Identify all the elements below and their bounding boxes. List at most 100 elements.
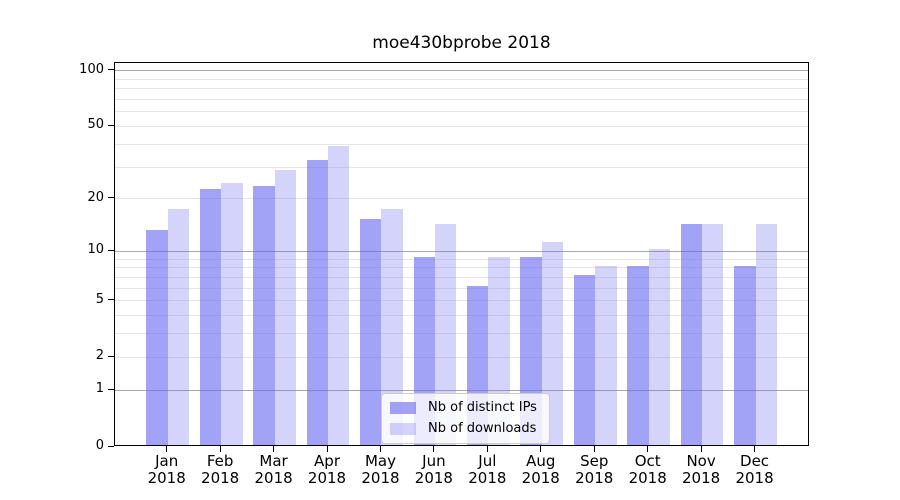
y-tick-mark-10 [108, 249, 114, 251]
legend-label-distinct-ips: Nb of distinct IPs [428, 400, 537, 415]
bar-downloads-jan [167, 209, 190, 445]
gridline-y-70 [115, 98, 808, 100]
bar-downloads-oct [648, 249, 671, 445]
x-tick-month: May [364, 452, 396, 470]
x-tick-year: 2018 [575, 469, 614, 487]
bar-downloads-mar [274, 170, 296, 445]
bar-distinct-ips-nov [680, 224, 703, 445]
y-tick-mark-0 [108, 445, 114, 447]
bar-downloads-jun [434, 224, 457, 445]
x-tick-label-jan: Jan 2018 [135, 453, 199, 487]
x-tick-month: Jun [422, 452, 446, 470]
gridline-y-3 [115, 333, 808, 335]
x-tick-label-apr: Apr 2018 [295, 453, 359, 487]
y-tick-mark-5 [108, 299, 114, 301]
y-tick-label-10: 10 [87, 242, 104, 258]
y-tick-label-5: 5 [95, 291, 104, 307]
gridline-y-100 [115, 70, 808, 72]
bar-downloads-nov [702, 224, 724, 445]
x-tick-month: Jan [155, 452, 179, 470]
y-tick-mark-100 [108, 69, 114, 71]
y-tick-label-0: 0 [95, 438, 104, 453]
x-tick-label-feb: Feb 2018 [188, 453, 252, 487]
gridline-y-6 [115, 287, 808, 289]
bar-distinct-ips-jan [146, 229, 168, 445]
plot-area: Nb of distinct IPs Nb of downloads [114, 62, 809, 446]
x-tick-year: 2018 [414, 469, 453, 487]
bar-distinct-ips-apr [306, 159, 328, 445]
x-tick-year: 2018 [307, 469, 347, 487]
x-tick-mark-jan [166, 446, 168, 452]
x-tick-label-dec: Dec 2018 [723, 453, 787, 487]
x-tick-label-may: May 2018 [348, 453, 412, 487]
legend-item-downloads: Nb of downloads [390, 421, 537, 437]
x-tick-mark-mar [273, 446, 275, 452]
x-tick-mark-feb [219, 446, 221, 452]
x-tick-year: 2018 [254, 469, 293, 487]
x-tick-label-mar: Mar 2018 [242, 453, 306, 487]
x-tick-year: 2018 [468, 469, 507, 487]
gridline-y-4 [115, 315, 808, 317]
chart-title: moe430bprobe 2018 [372, 33, 551, 53]
y-tick-label-2: 2 [95, 348, 104, 364]
x-tick-mark-jun [433, 446, 435, 452]
gridline-y-60 [115, 111, 808, 113]
x-tick-label-nov: Nov 2018 [669, 453, 733, 487]
gridline-y-5 [115, 300, 808, 302]
bar-distinct-ips-sep [573, 275, 596, 445]
bar-downloads-feb [221, 182, 243, 445]
x-tick-mark-dec [754, 446, 756, 452]
x-tick-month: Mar [259, 452, 288, 470]
bar-distinct-ips-dec [734, 265, 756, 445]
x-tick-mark-oct [647, 446, 649, 452]
gridline-y-20 [115, 198, 808, 200]
gridline-y-9 [115, 258, 808, 260]
x-tick-month: Aug [526, 452, 556, 470]
x-tick-month: Oct [634, 452, 661, 470]
gridline-y-2 [115, 356, 808, 358]
x-tick-month: Dec [740, 452, 770, 470]
x-tick-year: 2018 [735, 469, 774, 487]
legend: Nb of distinct IPs Nb of downloads [381, 393, 550, 444]
y-tick-mark-50 [108, 124, 114, 126]
x-tick-year: 2018 [147, 469, 186, 487]
bar-distinct-ips-oct [627, 265, 649, 445]
gridline-y-7 [115, 276, 808, 278]
x-tick-year: 2018 [361, 469, 400, 487]
y-tick-label-100: 100 [79, 61, 104, 77]
y-tick-label-20: 20 [87, 189, 104, 205]
gridline-y-40 [115, 143, 808, 145]
x-tick-year: 2018 [201, 469, 240, 487]
gridline-y-80 [115, 88, 808, 90]
x-tick-mark-aug [540, 446, 542, 452]
y-tick-label-50: 50 [87, 117, 104, 133]
bar-downloads-dec [755, 224, 777, 445]
x-tick-label-aug: Aug 2018 [509, 453, 573, 487]
x-tick-label-oct: Oct 2018 [616, 453, 680, 487]
gridline-y-50 [115, 125, 808, 127]
x-tick-mark-apr [326, 446, 328, 452]
x-tick-mark-nov [700, 446, 702, 452]
x-tick-mark-may [379, 446, 381, 452]
y-tick-mark-1 [108, 388, 114, 390]
x-tick-month: Apr [314, 452, 340, 470]
x-tick-month: Feb [206, 452, 234, 470]
x-tick-month: Sep [580, 452, 609, 470]
bar-downloads-apr [328, 146, 350, 445]
x-tick-label-jul: Jul 2018 [455, 453, 519, 487]
legend-swatch-downloads-icon [390, 423, 416, 435]
legend-swatch-distinct-ips-icon [390, 402, 416, 414]
gridline-y-8 [115, 267, 808, 269]
y-tick-mark-20 [108, 197, 114, 199]
gridline-y-10 [115, 250, 808, 252]
x-tick-label-sep: Sep 2018 [562, 453, 626, 487]
x-tick-month: Jul [478, 452, 497, 470]
x-tick-mark-sep [593, 446, 595, 452]
y-tick-mark-2 [108, 355, 114, 357]
x-tick-year: 2018 [682, 469, 721, 487]
legend-item-distinct-ips: Nb of distinct IPs [390, 400, 537, 416]
bar-downloads-sep [595, 265, 617, 445]
gridline-y-90 [115, 78, 808, 80]
x-tick-mark-jul [486, 446, 488, 452]
